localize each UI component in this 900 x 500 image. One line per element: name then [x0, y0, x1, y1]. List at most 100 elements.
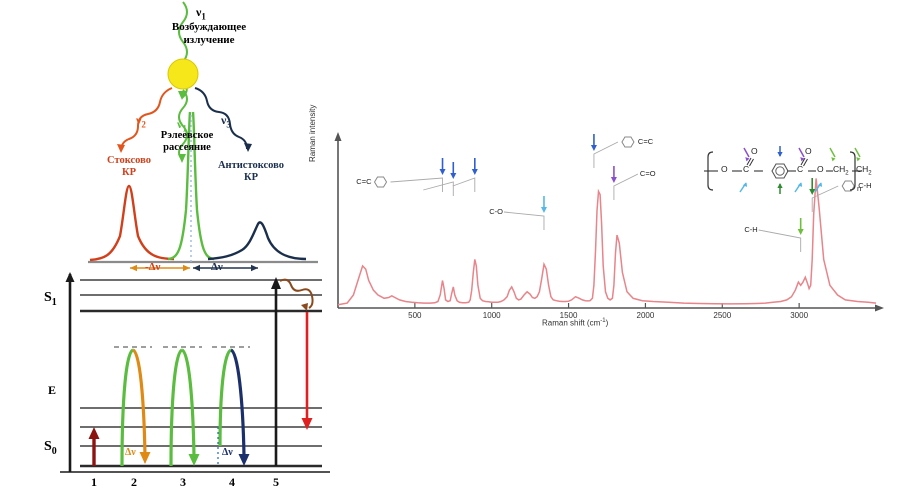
head-co-3 — [817, 182, 823, 187]
head-ring-ch — [777, 183, 783, 188]
polymer-structure: O C O C O O CH2 CH2 n — [700, 140, 872, 202]
annot-co2-1795-arrowhead — [610, 177, 617, 183]
incident-caption-line2: излучение — [183, 34, 235, 46]
process-1-head — [88, 427, 100, 439]
annotation-layer — [373, 134, 855, 252]
head-ch2-2 — [856, 157, 861, 162]
head-co-2 — [797, 182, 803, 187]
process-3-head — [188, 454, 200, 466]
antistokes-caption-line1: Антистоксово — [217, 160, 285, 171]
atom-ch2-1: CH2 — [833, 164, 849, 177]
raman-chart-canvas — [334, 132, 884, 312]
atom-o-1: O — [721, 164, 728, 174]
process-4-head — [238, 454, 250, 466]
process-number-3: 3 — [180, 475, 186, 489]
process-5-relax-head — [301, 303, 308, 311]
small-peak-antistokes — [207, 221, 307, 261]
small-peak-rayleigh-right — [191, 111, 215, 261]
atom-c-1: C — [743, 164, 750, 174]
polymer-canvas — [704, 146, 862, 194]
process-5-excite-head — [271, 277, 281, 289]
annot-ch-3010-label: C-H — [744, 225, 758, 234]
small-peak-rayleigh-left — [167, 111, 192, 261]
carbonyl-1-b — [749, 158, 754, 167]
rayleigh-arrowhead — [178, 154, 186, 163]
antistokes-wave — [194, 87, 248, 150]
benzene-ring-icon — [771, 163, 789, 179]
carbonyl-2-b — [803, 158, 808, 167]
antistokes-arrowhead — [244, 143, 252, 152]
process-number-5: 5 — [273, 475, 279, 489]
process-2-delta-label: Δν — [125, 447, 136, 458]
scattered-nu1-label: ν1 — [177, 117, 187, 134]
annot-ring-cc-1665-leader — [593, 141, 619, 168]
arrow-ch2-2 — [854, 147, 861, 158]
atom-ch2-2: CH2 — [856, 164, 872, 177]
head-ring-cc — [777, 152, 783, 157]
process-4-delta-label: Δν — [222, 447, 233, 458]
annot-co-1340-leader — [503, 211, 545, 230]
process-5-emit-head — [301, 418, 313, 430]
process-3-down — [180, 348, 196, 457]
annot-ring-cc-680-label: C=C — [356, 177, 372, 186]
process-3-up — [169, 348, 184, 467]
annot-ring-cc-1665-benzene-icon — [621, 136, 635, 148]
shift-left-head — [130, 264, 137, 272]
incident-arrowhead — [178, 91, 186, 100]
process-number-1: 1 — [91, 475, 97, 489]
annot-co2-1795-leader — [613, 173, 639, 200]
repeat-index-n: n — [857, 184, 862, 193]
arrowheads-green — [831, 157, 861, 162]
arrowheads-purple — [745, 157, 805, 162]
annot-arrow-890-leader — [452, 177, 476, 192]
annot-ring-ch-3085-label: C-H — [858, 181, 872, 190]
state-s0-label: S0 — [44, 439, 57, 457]
process-4-down — [229, 348, 246, 457]
annot-co-1340-arrowhead — [540, 207, 547, 213]
x-tick-label: 2000 — [636, 311, 655, 320]
shift-left-label: -Δν — [145, 261, 161, 273]
annot-ring-cc-680-arrowhead — [439, 169, 446, 175]
stokes-caption-line2: КР — [121, 167, 137, 178]
annot-co-1340-label: C-O — [489, 207, 503, 216]
energy-axis-label: E — [48, 383, 57, 397]
head-ch2-1 — [831, 157, 836, 162]
x-tick-label: 1000 — [482, 311, 501, 320]
rayleigh-wave — [178, 89, 188, 161]
shift-right-head2 — [251, 264, 258, 272]
annot-ring-ch-3085-leader — [811, 185, 839, 212]
antistokes-caption-line2: КР — [243, 172, 259, 183]
process-2-up — [120, 348, 135, 467]
process-number-2: 2 — [131, 475, 137, 489]
annot-arrow-750-arrowhead — [450, 173, 457, 179]
process-number-4: 4 — [229, 475, 235, 489]
stokes-caption-line1: Стоксово — [107, 155, 151, 166]
annot-ring-ch-3085-arrowhead — [809, 189, 816, 195]
carbonyl-2-a — [800, 157, 806, 166]
annot-ch-3010-leader — [758, 229, 802, 252]
y-axis-arrow — [334, 132, 342, 141]
carbonyl-o-2: O — [805, 146, 812, 156]
carbonyl-1-a — [746, 157, 752, 166]
atom-c-2: C — [797, 164, 804, 174]
annot-arrow-890-arrowhead — [471, 169, 478, 175]
ring-aromatic-circle — [775, 166, 785, 176]
energy-axis-arrow — [65, 272, 75, 282]
shift-right-label: Δν — [211, 261, 223, 273]
state-s1-label: S1 — [44, 290, 57, 308]
annot-arrow-750-leader — [423, 181, 454, 196]
small-peak-stokes — [89, 184, 175, 262]
stokes-wave — [120, 87, 173, 152]
scattered-nu3-label: ν3 — [221, 113, 231, 130]
shift-right-head — [193, 264, 200, 272]
panel-a-canvas — [60, 1, 330, 473]
incident-nu-label: ν1 — [196, 5, 206, 22]
rayleigh-caption-line1: Рэлеевское — [160, 130, 214, 141]
y-axis-title: Raman intensity — [308, 104, 317, 162]
atom-o-2: O — [817, 164, 824, 174]
x-tick-label: 1500 — [559, 311, 578, 320]
process-5-relaxation-wave — [279, 278, 314, 309]
x-tick-label: 3000 — [790, 311, 809, 320]
annot-ring-cc-1665-label: C=C — [637, 137, 654, 146]
